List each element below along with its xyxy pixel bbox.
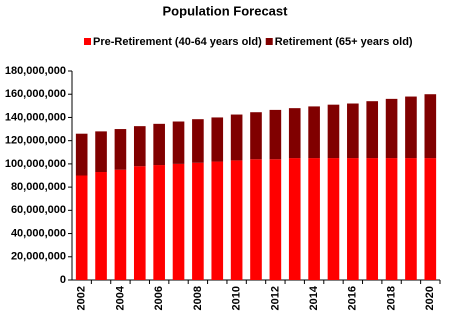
y-tick-label: 80,000,000 [11,181,66,193]
bar [153,123,165,166]
bar [172,163,185,280]
bar [308,106,320,159]
y-tick-label: 140,000,000 [5,111,66,123]
legend-swatch [84,38,91,45]
bar [385,98,398,159]
bar [95,131,107,173]
bar [211,117,224,162]
bar [405,158,417,280]
y-tick-label: 120,000,000 [5,135,66,147]
bar [385,158,398,280]
bar [172,121,185,164]
x-tick-label: 2016 [347,286,359,310]
bar [75,133,88,176]
bar [366,101,379,159]
y-tick-label: 40,000,000 [11,227,66,239]
bar [347,103,359,159]
x-tick-label: 2006 [153,286,165,310]
bar [327,104,340,159]
bar [250,159,262,280]
bar [114,169,127,280]
bar [230,160,243,280]
x-tick-label: 2008 [192,286,204,310]
bar [424,158,437,280]
y-tick-label: 60,000,000 [11,204,66,216]
bar [230,114,243,161]
x-tick-label: 2002 [76,286,88,310]
y-tick-label: 180,000,000 [5,65,66,77]
bar [405,96,417,159]
bar [269,159,282,280]
y-tick-label: 160,000,000 [5,88,66,100]
bar [153,165,165,280]
bar [114,129,127,170]
bar [250,112,262,160]
bar [192,119,204,163]
x-tick-label: 2004 [114,285,126,310]
y-tick-label: 0 [60,274,66,286]
legend-swatch [265,38,273,45]
bar [347,158,359,280]
bar [308,158,320,280]
bar [211,161,224,280]
x-tick-label: 2018 [385,286,397,310]
chart-title: Population Forecast [163,3,289,18]
bar [133,166,146,280]
bar [327,158,340,280]
bar [95,172,107,280]
bar [192,162,204,280]
x-tick-label: 2012 [269,286,281,310]
y-tick-label: 20,000,000 [11,251,66,263]
bar [75,175,88,280]
bar [288,158,301,280]
bar [288,108,301,159]
bar [133,126,146,167]
x-tick-label: 2020 [424,286,436,310]
bar [269,109,282,160]
y-tick-label: 100,000,000 [5,158,66,170]
bar [424,94,437,159]
legend-label: Pre-Retirement (40-64 years old) [93,36,262,48]
bar [366,158,379,280]
legend-label: Retirement (65+ years old) [275,36,413,48]
x-tick-label: 2010 [231,286,243,310]
x-tick-label: 2014 [308,285,320,310]
